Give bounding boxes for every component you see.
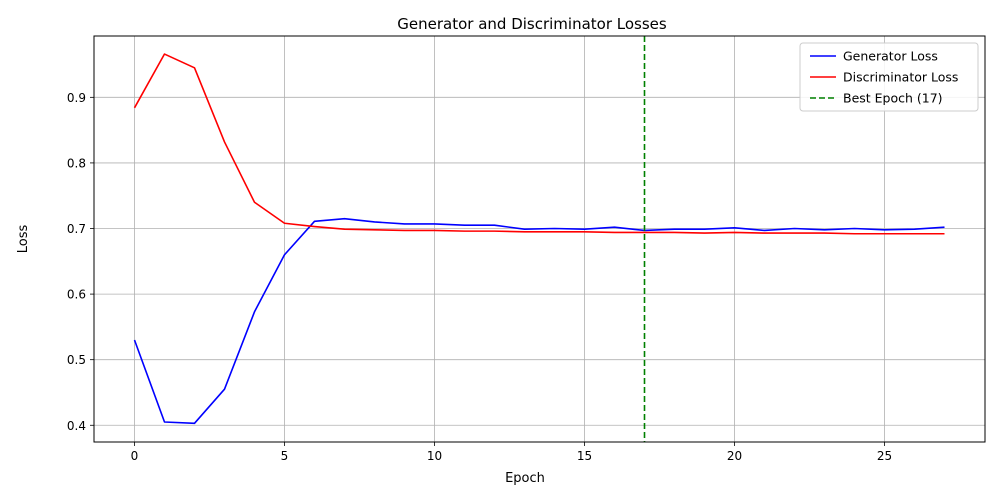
generator-loss-line: [133, 217, 945, 425]
series-lines: [133, 36, 945, 442]
legend-label-best-epoch: Best Epoch (17): [843, 91, 943, 106]
x-tick-label: 5: [281, 449, 289, 463]
legend-box: [799, 42, 979, 112]
axis-ticks: 0 5 10 15 20 25 0.4 0.5 0.6 0.7 0.8 0.9: [67, 91, 892, 463]
chart-title: Generator and Discriminator Losses: [397, 15, 667, 33]
y-axis-label: Loss: [16, 225, 31, 254]
x-tick-label: 10: [427, 449, 442, 463]
y-tick-label: 0.7: [67, 222, 86, 236]
plot-frame: [93, 35, 986, 443]
legend: Generator Loss Discriminator Loss Best E…: [799, 42, 979, 112]
y-tick-label: 0.9: [67, 91, 86, 105]
discriminator-loss-line: [133, 53, 945, 235]
y-tick-label: 0.8: [67, 156, 86, 170]
y-tick-label: 0.5: [67, 353, 86, 367]
x-tick-label: 20: [727, 449, 742, 463]
x-tick-label: 25: [877, 449, 892, 463]
legend-label-generator: Generator Loss: [843, 49, 938, 64]
x-tick-label: 0: [131, 449, 139, 463]
legend-label-discriminator: Discriminator Loss: [843, 70, 958, 85]
y-tick-label: 0.6: [67, 288, 86, 302]
x-axis-label: Epoch: [505, 471, 545, 486]
x-tick-label: 15: [577, 449, 592, 463]
y-tick-label: 0.4: [67, 419, 86, 433]
